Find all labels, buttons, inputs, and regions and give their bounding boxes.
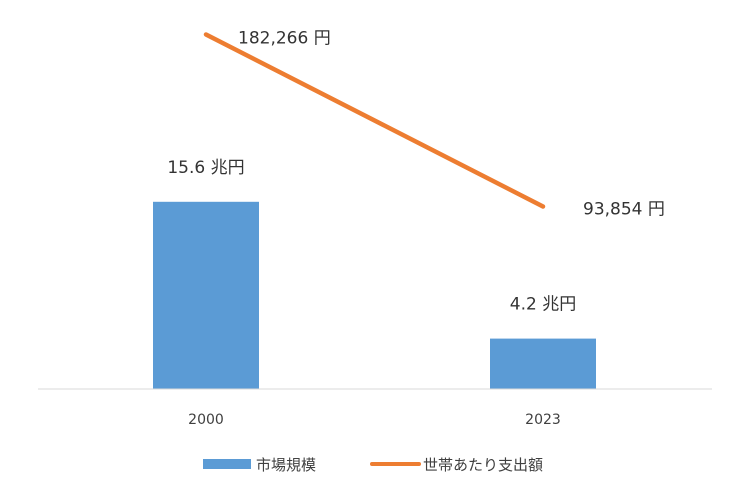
bar-2023 (490, 338, 596, 389)
bar-series: 15.6 兆円 4.2 兆円 (153, 158, 596, 389)
bar-label-2000: 15.6 兆円 (167, 158, 244, 178)
line-label-2000: 182,266 円 (238, 28, 331, 48)
line-path (203, 32, 546, 209)
x-axis-ticks: 2000 2023 (188, 412, 561, 428)
x-tick-label-2000: 2000 (188, 412, 224, 428)
line-label-2023: 93,854 円 (583, 199, 665, 219)
legend-item-bar: 市場規模 (203, 456, 316, 474)
legend-item-line: 世帯あたり支出額 (370, 456, 543, 474)
legend-swatch-bar (203, 459, 251, 469)
bar-2000 (153, 201, 259, 389)
legend-label-bar: 市場規模 (256, 456, 316, 474)
line-series: 182,266 円 93,854 円 (203, 28, 665, 219)
x-tick-label-2023: 2023 (525, 412, 561, 428)
legend-label-line: 世帯あたり支出額 (423, 456, 543, 474)
legend: 市場規模 世帯あたり支出額 (203, 456, 543, 474)
bar-label-2023: 4.2 兆円 (510, 295, 576, 315)
